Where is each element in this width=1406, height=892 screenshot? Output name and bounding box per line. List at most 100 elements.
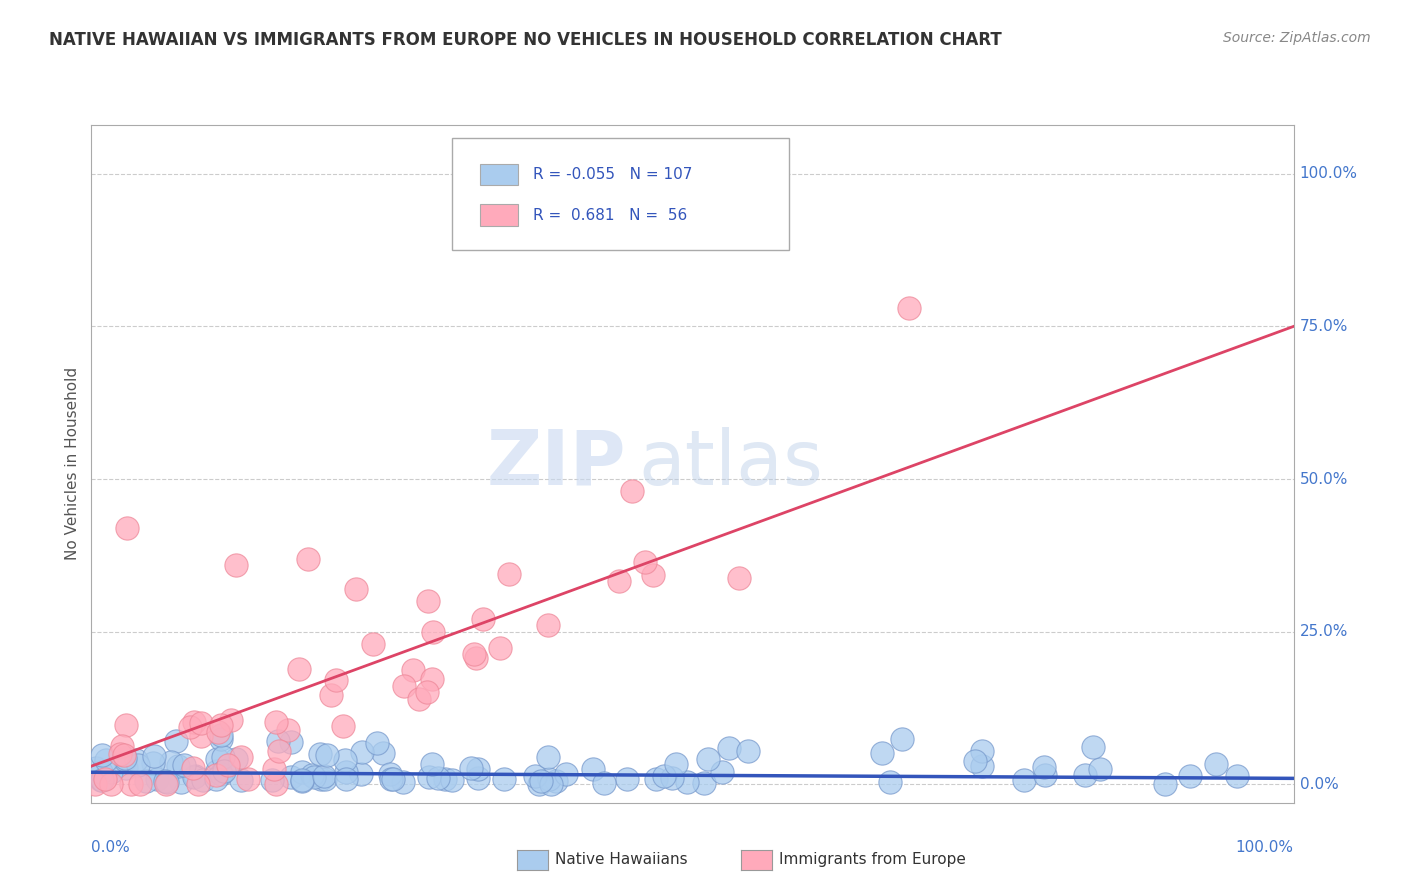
Point <box>665 757 688 772</box>
Point <box>160 756 183 770</box>
Point <box>344 582 367 596</box>
Point <box>890 732 912 747</box>
Point <box>593 776 616 790</box>
Point <box>319 688 342 702</box>
Point <box>135 773 157 788</box>
Point <box>181 761 204 775</box>
Point <box>498 566 520 581</box>
Point <box>645 772 668 786</box>
Point <box>90 772 112 787</box>
Point <box>373 746 395 760</box>
Text: R =  0.681   N =  56: R = 0.681 N = 56 <box>533 208 686 222</box>
Point <box>408 691 430 706</box>
Point <box>870 747 893 761</box>
FancyBboxPatch shape <box>451 138 789 251</box>
Point <box>416 594 439 608</box>
Point <box>489 640 512 655</box>
Point <box>280 770 302 784</box>
Point <box>115 718 138 732</box>
Point <box>302 770 325 784</box>
Point <box>335 765 357 780</box>
Point <box>467 772 489 786</box>
Point <box>314 769 336 783</box>
Point <box>350 767 373 781</box>
Point <box>1088 762 1111 776</box>
Point <box>366 736 388 750</box>
Point <box>537 749 560 764</box>
Point <box>280 735 302 749</box>
Point <box>1012 772 1035 787</box>
Text: 100.0%: 100.0% <box>1236 840 1294 855</box>
Point <box>190 715 212 730</box>
Point <box>1033 760 1056 774</box>
Point <box>418 770 440 784</box>
Point <box>554 767 576 781</box>
Point <box>155 775 177 789</box>
Point <box>96 753 118 767</box>
Point <box>463 647 485 661</box>
Text: 75.0%: 75.0% <box>1299 319 1348 334</box>
Point <box>207 725 229 739</box>
Point <box>212 764 235 778</box>
Point <box>225 558 247 572</box>
Point <box>524 769 547 783</box>
Point <box>537 618 560 632</box>
Point <box>212 750 235 764</box>
Point <box>209 732 232 747</box>
Point <box>301 767 323 781</box>
Point <box>325 673 347 688</box>
Point <box>350 745 373 759</box>
Point <box>155 774 177 789</box>
Point <box>209 718 232 732</box>
Point <box>970 759 993 773</box>
Point <box>309 772 332 787</box>
Point <box>382 772 405 787</box>
Text: NATIVE HAWAIIAN VS IMMIGRANTS FROM EUROPE NO VEHICLES IN HOUSEHOLD CORRELATION C: NATIVE HAWAIIAN VS IMMIGRANTS FROM EUROP… <box>49 31 1002 49</box>
Point <box>142 748 165 763</box>
Point <box>416 685 439 699</box>
Point <box>90 764 112 779</box>
Point <box>263 763 285 777</box>
Point <box>84 761 107 775</box>
Point <box>165 734 187 748</box>
Point <box>111 739 134 753</box>
Point <box>120 777 142 791</box>
Point <box>290 772 312 787</box>
Point <box>229 750 252 764</box>
Point <box>125 753 148 767</box>
Point <box>117 521 139 535</box>
Point <box>142 756 165 770</box>
Point <box>128 777 150 791</box>
Point <box>427 771 450 785</box>
Point <box>581 762 603 776</box>
Point <box>100 764 122 779</box>
Point <box>527 777 550 791</box>
Point <box>309 747 332 761</box>
Point <box>538 772 561 786</box>
Point <box>267 744 290 758</box>
Point <box>209 766 232 780</box>
Point <box>277 723 299 737</box>
Point <box>287 662 309 676</box>
Point <box>297 551 319 566</box>
Point <box>146 772 169 787</box>
Point <box>114 750 136 764</box>
Point <box>661 772 683 786</box>
Point <box>315 748 337 763</box>
Point <box>205 764 228 779</box>
Point <box>540 777 562 791</box>
Point <box>402 663 425 677</box>
Point <box>420 756 443 771</box>
Point <box>1033 768 1056 782</box>
Point <box>441 772 464 787</box>
Point <box>229 773 252 788</box>
Point <box>643 568 665 582</box>
Bar <box>479 204 519 226</box>
Point <box>209 728 232 742</box>
Point <box>879 775 901 789</box>
Point <box>361 637 384 651</box>
Point <box>90 772 112 787</box>
Point <box>380 767 402 781</box>
Point <box>737 743 759 757</box>
Point <box>710 765 733 780</box>
